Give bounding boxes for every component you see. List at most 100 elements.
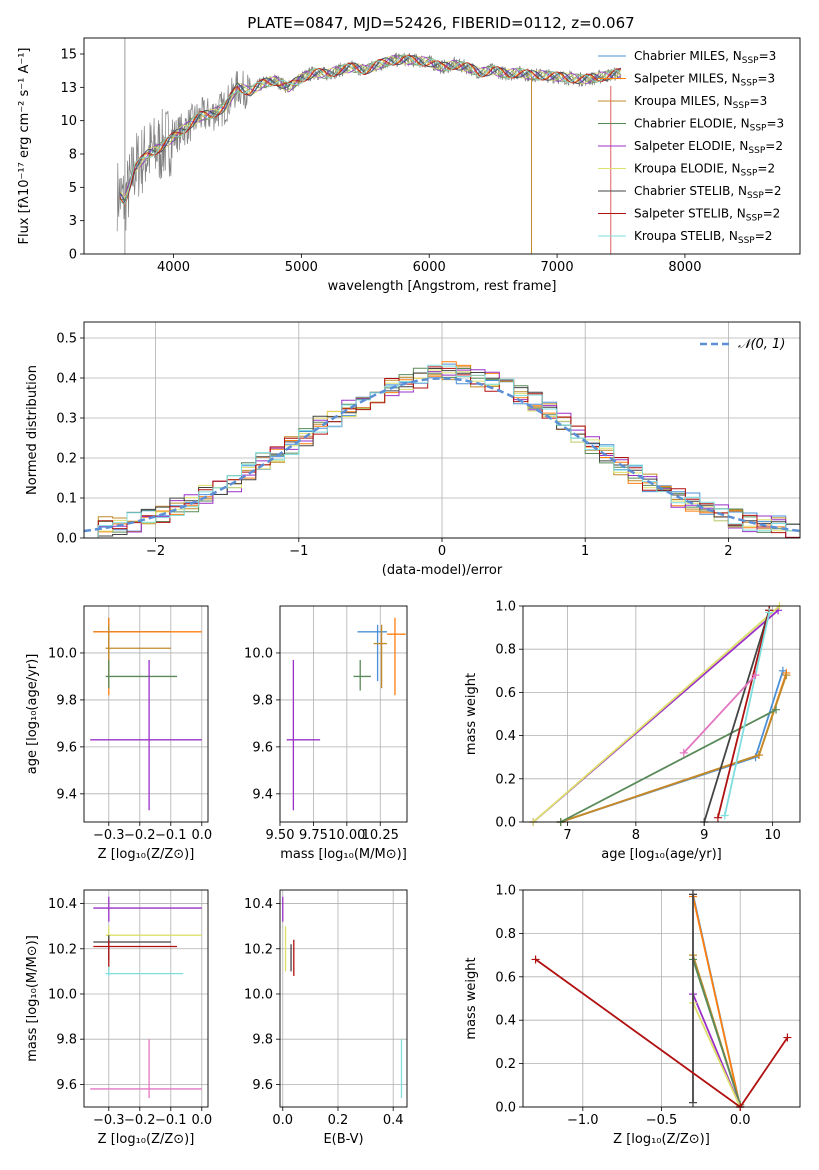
y-tick-label: 9.4 bbox=[252, 787, 273, 802]
y-tick-label: 10.0 bbox=[244, 646, 273, 661]
y-tick-label: 0.4 bbox=[495, 1014, 516, 1029]
series-line bbox=[703, 610, 771, 822]
mass_vs_Z-panel: −0.3 −0.2 −0.1 0.0 9.6 9.8 10.0 10.2 10.4 Z [log₁… bbox=[25, 889, 212, 1147]
y-tick-label: 9.8 bbox=[252, 693, 273, 708]
x-tick-label: −0.1 bbox=[155, 828, 187, 843]
y-tick-label: 1.0 bbox=[495, 600, 516, 615]
x-tick-label: 8 bbox=[632, 828, 640, 843]
x-tick-label: 7 bbox=[563, 828, 571, 843]
x-tick-label: 4000 bbox=[157, 260, 190, 275]
y-tick-label: 0.2 bbox=[495, 772, 516, 787]
x-tick-label: 5000 bbox=[285, 260, 318, 275]
x-tick-label: 10 bbox=[764, 828, 781, 843]
x-tick-label: 9.50 bbox=[266, 828, 295, 843]
x-tick-label: 2 bbox=[724, 544, 732, 559]
point-marker bbox=[772, 705, 781, 714]
y-tick-label: 5 bbox=[69, 181, 77, 196]
histogram-line bbox=[84, 368, 800, 538]
model-line bbox=[119, 54, 622, 205]
x-axis-label: Z [log₁₀(Z/Z⊙)] bbox=[98, 847, 195, 862]
legend-label-sub: SSP bbox=[733, 101, 750, 111]
legend-label-tail: =2 bbox=[755, 229, 773, 243]
y-tick-label: 10.0 bbox=[48, 987, 77, 1002]
panels: 4000 5000 6000 7000 80000358101315wavelength… bbox=[17, 37, 801, 1147]
y-tick-label: 10.4 bbox=[48, 897, 77, 912]
y-axis-label: age [log₁₀(age/yr)] bbox=[25, 654, 40, 775]
point-marker bbox=[720, 811, 729, 820]
x-tick-label: 0.2 bbox=[328, 1113, 349, 1128]
axes-frame bbox=[522, 605, 801, 823]
x-tick-label: −1 bbox=[289, 544, 308, 559]
y-axis-label: mass [log₁₀(M/M⊙)] bbox=[25, 935, 40, 1062]
series-line bbox=[692, 959, 742, 1106]
axes-frame bbox=[83, 37, 801, 255]
y-tick-label: 0.1 bbox=[56, 492, 77, 507]
y-tick-label: 9.4 bbox=[56, 787, 77, 802]
x-tick-label: 0.0 bbox=[730, 1113, 751, 1128]
legend-label: Chabrier MILES, NSSP=3 bbox=[634, 49, 776, 66]
legend-label-main: Kroupa STELIB, N bbox=[634, 229, 738, 243]
legend-label: 𝒩(0, 1) bbox=[738, 337, 785, 352]
legend-label-main: Kroupa MILES, N bbox=[634, 94, 733, 108]
y-tick-label: 0.3 bbox=[56, 412, 77, 427]
legend-label: Chabrier ELODIE, NSSP=3 bbox=[634, 117, 784, 134]
y-tick-label: 3 bbox=[69, 214, 77, 229]
x-tick-label: 0.4 bbox=[383, 1113, 404, 1128]
x-tick-label: 0.0 bbox=[191, 828, 212, 843]
y-tick-label: 9.6 bbox=[56, 1078, 77, 1093]
histogram-line bbox=[84, 364, 800, 538]
x-tick-label: −0.2 bbox=[124, 1113, 156, 1128]
x-tick-label: 0.0 bbox=[272, 1113, 293, 1128]
massweight_vs_Z-panel: −1.0 −0.5 0.0 0.0 0.2 0.4 0.6 0.8 1.0 Z [log₁₀(Z/… bbox=[464, 884, 801, 1147]
x-tick-label: −0.3 bbox=[93, 828, 125, 843]
x-tick-label: 10.25 bbox=[362, 828, 399, 843]
legend-label-tail: =2 bbox=[764, 184, 782, 198]
series-line bbox=[683, 674, 757, 754]
legend-label-tail: =2 bbox=[765, 139, 783, 153]
massweight_vs_age-panel: 7 8 9 10 0.0 0.2 0.4 0.6 0.8 1.0 age [log₁₀(age/yr… bbox=[464, 600, 801, 862]
x-tick-label: 8000 bbox=[668, 260, 701, 275]
x-tick-label: −0.1 bbox=[155, 1113, 187, 1128]
x-axis-label: E(B-V) bbox=[323, 1132, 363, 1147]
x-tick-label: 10.00 bbox=[328, 828, 365, 843]
point-marker bbox=[751, 671, 760, 680]
gaussian-line bbox=[84, 377, 800, 533]
legend-label-tail: =2 bbox=[763, 207, 781, 221]
legend-label: Kroupa MILES, NSSP=3 bbox=[634, 94, 767, 111]
legend-label-main: Kroupa ELODIE, N bbox=[634, 162, 741, 176]
y-axis-label: mass weight bbox=[464, 673, 479, 755]
legend-label-main: Salpeter MILES, N bbox=[634, 72, 741, 86]
model-line bbox=[119, 55, 622, 203]
histogram-line bbox=[84, 369, 800, 538]
model-line bbox=[119, 55, 622, 204]
y-tick-label: 9.6 bbox=[252, 740, 273, 755]
point-marker bbox=[765, 608, 774, 617]
x-tick-label: 9 bbox=[700, 828, 708, 843]
y-tick-label: 9.8 bbox=[56, 1033, 77, 1048]
legend-label: Kroupa ELODIE, NSSP=2 bbox=[634, 162, 775, 179]
y-tick-label: 9.6 bbox=[252, 1078, 273, 1093]
x-axis-label: mass [log₁₀(M/M⊙)] bbox=[280, 847, 407, 862]
model-line bbox=[119, 54, 622, 206]
axes-frame bbox=[83, 321, 801, 539]
y-axis-label: Flux [fλ10⁻¹⁷ erg cm⁻² s⁻¹ A⁻¹] bbox=[17, 48, 32, 245]
model-line bbox=[119, 54, 622, 207]
y-tick-label: 0.2 bbox=[495, 1057, 516, 1072]
x-tick-label: −0.5 bbox=[646, 1113, 678, 1128]
series-line bbox=[535, 958, 789, 1107]
axes-frame bbox=[279, 889, 408, 1108]
y-tick-label: 15 bbox=[60, 48, 77, 63]
y-axis-label: Normed distribution bbox=[25, 365, 40, 495]
y-tick-label: 13 bbox=[60, 81, 77, 96]
age_vs_Z-panel: −0.3 −0.2 −0.1 0.0 9.4 9.6 9.8 10.0 Z [log₁₀(Z/Z… bbox=[25, 605, 212, 862]
x-axis-label: Z [log₁₀(Z/Z⊙)] bbox=[98, 1132, 195, 1147]
legend-label-tail: =3 bbox=[750, 94, 768, 108]
x-tick-label: 0.0 bbox=[191, 1113, 212, 1128]
legend-label-tail: =3 bbox=[757, 72, 775, 86]
legend: Chabrier MILES, NSSP=3 Salpeter MILES, N S… bbox=[598, 49, 784, 246]
legend-label-sub: SSP bbox=[747, 191, 764, 201]
legend-label: Chabrier STELIB, NSSP=2 bbox=[634, 184, 782, 201]
x-axis-label: age [log₁₀(age/yr)] bbox=[601, 847, 722, 862]
